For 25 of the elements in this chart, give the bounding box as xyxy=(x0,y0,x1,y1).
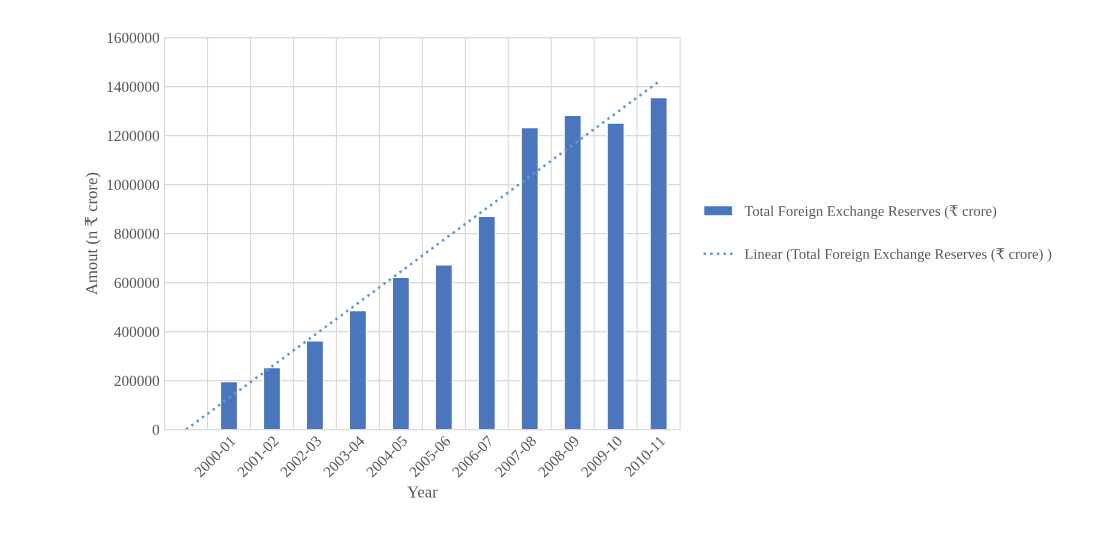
y-tick-label: 200000 xyxy=(114,375,160,387)
y-tick-label: 400000 xyxy=(114,326,160,338)
bar xyxy=(563,114,583,430)
bar xyxy=(219,380,239,430)
y-tick-label: 1600000 xyxy=(107,32,160,44)
bar xyxy=(649,96,668,430)
y-tick-label: 600000 xyxy=(114,277,160,289)
bar xyxy=(305,340,325,430)
y-tick-label: 0 xyxy=(152,424,160,436)
y-axis-title: Amout (n ₹ crore) xyxy=(84,172,101,295)
bar xyxy=(477,215,497,430)
y-tick-label: 1400000 xyxy=(107,81,160,93)
x-axis-title: Year xyxy=(407,486,438,498)
bar xyxy=(520,126,540,430)
legend-label: Total Foreign Exchange Reserves (₹ crore) xyxy=(744,205,997,220)
y-tick-label: 1200000 xyxy=(107,130,160,142)
bar xyxy=(434,264,454,430)
bar xyxy=(348,309,368,430)
bar xyxy=(262,366,282,430)
y-tick-label: 800000 xyxy=(114,228,160,240)
y-tick-label: 1000000 xyxy=(107,179,160,191)
bar xyxy=(606,122,625,430)
line-series xyxy=(184,80,660,430)
bar xyxy=(391,276,411,430)
legend-label: Linear (Total Foreign Exchange Reserves (₹ crore) ) xyxy=(744,248,1052,262)
